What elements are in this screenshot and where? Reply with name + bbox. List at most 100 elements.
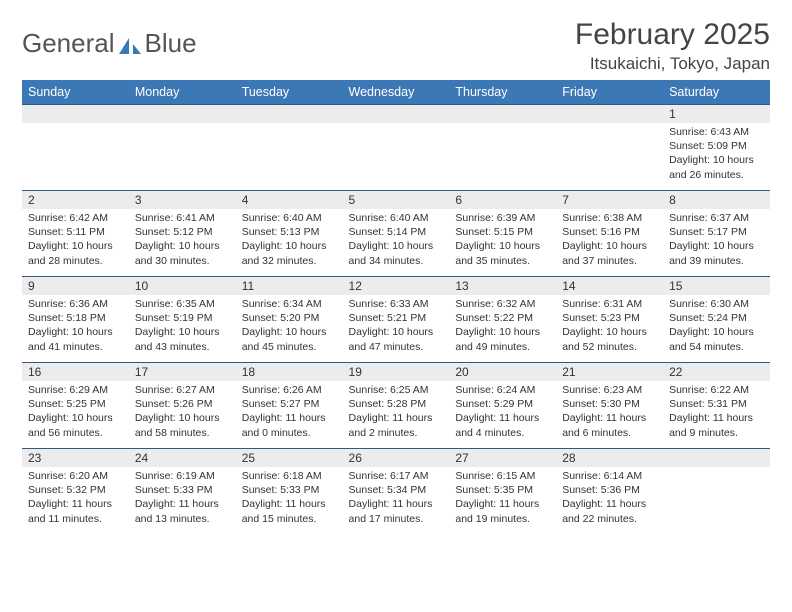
calendar-cell: 12Sunrise: 6:33 AMSunset: 5:21 PMDayligh… (343, 277, 450, 363)
day-body: Sunrise: 6:30 AMSunset: 5:24 PMDaylight:… (663, 295, 770, 358)
day-number (556, 105, 663, 123)
day-body: Sunrise: 6:31 AMSunset: 5:23 PMDaylight:… (556, 295, 663, 358)
calendar-cell (343, 105, 450, 191)
sunset: Sunset: 5:14 PM (349, 225, 444, 239)
day-body: Sunrise: 6:38 AMSunset: 5:16 PMDaylight:… (556, 209, 663, 272)
day-body: Sunrise: 6:19 AMSunset: 5:33 PMDaylight:… (129, 467, 236, 530)
sunset: Sunset: 5:30 PM (562, 397, 657, 411)
sunset: Sunset: 5:19 PM (135, 311, 230, 325)
sunrise: Sunrise: 6:40 AM (349, 211, 444, 225)
daylight: Daylight: 10 hours and 34 minutes. (349, 239, 444, 267)
day-body: Sunrise: 6:24 AMSunset: 5:29 PMDaylight:… (449, 381, 556, 444)
day-body: Sunrise: 6:17 AMSunset: 5:34 PMDaylight:… (343, 467, 450, 530)
calendar-week: 16Sunrise: 6:29 AMSunset: 5:25 PMDayligh… (22, 363, 770, 449)
daylight: Daylight: 11 hours and 15 minutes. (242, 497, 337, 525)
daylight: Daylight: 11 hours and 2 minutes. (349, 411, 444, 439)
calendar-cell: 7Sunrise: 6:38 AMSunset: 5:16 PMDaylight… (556, 191, 663, 277)
calendar-cell (129, 105, 236, 191)
day-number: 11 (236, 277, 343, 295)
daylight: Daylight: 10 hours and 26 minutes. (669, 153, 764, 181)
sunrise: Sunrise: 6:37 AM (669, 211, 764, 225)
daylight: Daylight: 10 hours and 56 minutes. (28, 411, 123, 439)
sunrise: Sunrise: 6:22 AM (669, 383, 764, 397)
sunrise: Sunrise: 6:32 AM (455, 297, 550, 311)
daylight: Daylight: 10 hours and 28 minutes. (28, 239, 123, 267)
calendar-cell: 2Sunrise: 6:42 AMSunset: 5:11 PMDaylight… (22, 191, 129, 277)
calendar-cell: 14Sunrise: 6:31 AMSunset: 5:23 PMDayligh… (556, 277, 663, 363)
sunset: Sunset: 5:11 PM (28, 225, 123, 239)
day-number: 21 (556, 363, 663, 381)
day-body: Sunrise: 6:25 AMSunset: 5:28 PMDaylight:… (343, 381, 450, 444)
daylight: Daylight: 11 hours and 6 minutes. (562, 411, 657, 439)
day-body: Sunrise: 6:39 AMSunset: 5:15 PMDaylight:… (449, 209, 556, 272)
calendar-cell: 19Sunrise: 6:25 AMSunset: 5:28 PMDayligh… (343, 363, 450, 449)
day-number: 27 (449, 449, 556, 467)
calendar-cell: 1Sunrise: 6:43 AMSunset: 5:09 PMDaylight… (663, 105, 770, 191)
day-body: Sunrise: 6:43 AMSunset: 5:09 PMDaylight:… (663, 123, 770, 186)
calendar-week: 9Sunrise: 6:36 AMSunset: 5:18 PMDaylight… (22, 277, 770, 363)
sunrise: Sunrise: 6:18 AM (242, 469, 337, 483)
daylight: Daylight: 10 hours and 58 minutes. (135, 411, 230, 439)
day-body: Sunrise: 6:22 AMSunset: 5:31 PMDaylight:… (663, 381, 770, 444)
calendar-cell: 18Sunrise: 6:26 AMSunset: 5:27 PMDayligh… (236, 363, 343, 449)
calendar-cell: 17Sunrise: 6:27 AMSunset: 5:26 PMDayligh… (129, 363, 236, 449)
daylight: Daylight: 11 hours and 4 minutes. (455, 411, 550, 439)
calendar-header: SundayMondayTuesdayWednesdayThursdayFrid… (22, 80, 770, 105)
logo-sail-icon (119, 34, 141, 54)
logo: General Blue (22, 28, 197, 59)
sunset: Sunset: 5:31 PM (669, 397, 764, 411)
day-number: 4 (236, 191, 343, 209)
sunrise: Sunrise: 6:25 AM (349, 383, 444, 397)
daylight: Daylight: 10 hours and 37 minutes. (562, 239, 657, 267)
sunset: Sunset: 5:18 PM (28, 311, 123, 325)
calendar-week: 2Sunrise: 6:42 AMSunset: 5:11 PMDaylight… (22, 191, 770, 277)
calendar-cell (236, 105, 343, 191)
sunrise: Sunrise: 6:42 AM (28, 211, 123, 225)
day-number: 20 (449, 363, 556, 381)
day-body: Sunrise: 6:35 AMSunset: 5:19 PMDaylight:… (129, 295, 236, 358)
sunrise: Sunrise: 6:31 AM (562, 297, 657, 311)
sunrise: Sunrise: 6:27 AM (135, 383, 230, 397)
sunset: Sunset: 5:24 PM (669, 311, 764, 325)
sunset: Sunset: 5:23 PM (562, 311, 657, 325)
sunset: Sunset: 5:32 PM (28, 483, 123, 497)
daylight: Daylight: 11 hours and 19 minutes. (455, 497, 550, 525)
sunrise: Sunrise: 6:15 AM (455, 469, 550, 483)
day-number: 16 (22, 363, 129, 381)
sunset: Sunset: 5:13 PM (242, 225, 337, 239)
sunrise: Sunrise: 6:14 AM (562, 469, 657, 483)
day-number: 8 (663, 191, 770, 209)
day-number (236, 105, 343, 123)
daylight: Daylight: 10 hours and 45 minutes. (242, 325, 337, 353)
sunset: Sunset: 5:26 PM (135, 397, 230, 411)
day-body: Sunrise: 6:40 AMSunset: 5:13 PMDaylight:… (236, 209, 343, 272)
calendar-cell: 22Sunrise: 6:22 AMSunset: 5:31 PMDayligh… (663, 363, 770, 449)
location: Itsukaichi, Tokyo, Japan (575, 54, 770, 74)
calendar-cell (663, 449, 770, 535)
calendar-cell: 9Sunrise: 6:36 AMSunset: 5:18 PMDaylight… (22, 277, 129, 363)
calendar-cell (449, 105, 556, 191)
sunrise: Sunrise: 6:20 AM (28, 469, 123, 483)
day-number (343, 105, 450, 123)
month-title: February 2025 (575, 18, 770, 52)
sunrise: Sunrise: 6:34 AM (242, 297, 337, 311)
sunset: Sunset: 5:28 PM (349, 397, 444, 411)
day-number (22, 105, 129, 123)
calendar-cell: 27Sunrise: 6:15 AMSunset: 5:35 PMDayligh… (449, 449, 556, 535)
sunset: Sunset: 5:09 PM (669, 139, 764, 153)
sunset: Sunset: 5:33 PM (242, 483, 337, 497)
day-number: 12 (343, 277, 450, 295)
day-number: 1 (663, 105, 770, 123)
sunrise: Sunrise: 6:36 AM (28, 297, 123, 311)
calendar-cell (556, 105, 663, 191)
day-number (663, 449, 770, 467)
day-number: 5 (343, 191, 450, 209)
logo-word2: Blue (145, 28, 197, 59)
day-body: Sunrise: 6:20 AMSunset: 5:32 PMDaylight:… (22, 467, 129, 530)
day-number: 13 (449, 277, 556, 295)
sunrise: Sunrise: 6:19 AM (135, 469, 230, 483)
title-block: February 2025 Itsukaichi, Tokyo, Japan (575, 18, 770, 74)
daylight: Daylight: 11 hours and 9 minutes. (669, 411, 764, 439)
sunrise: Sunrise: 6:38 AM (562, 211, 657, 225)
daylight: Daylight: 10 hours and 43 minutes. (135, 325, 230, 353)
